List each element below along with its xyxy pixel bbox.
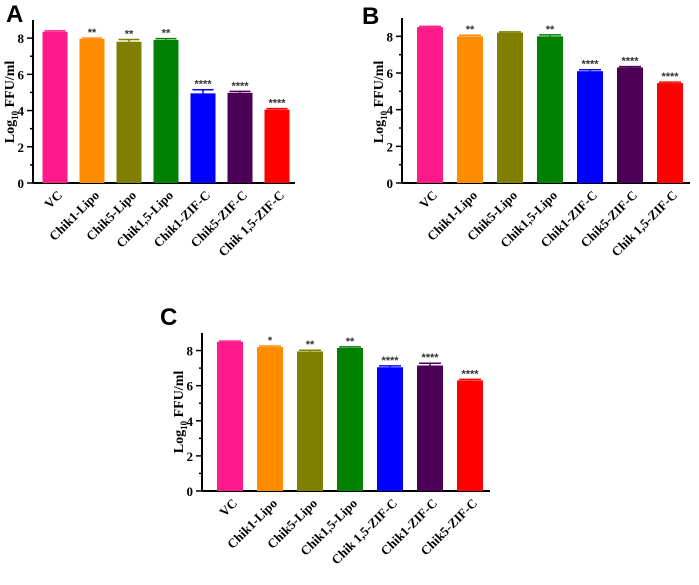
y-tick-label-a-2: 2: [18, 140, 25, 155]
significance-a-chik-1-5-zif-c: ****: [268, 98, 286, 110]
bar-a-chik1-zif-c: [190, 93, 216, 183]
bar-b-chik5-zif-c: [617, 67, 643, 183]
panel-letter-a: A: [6, 1, 23, 28]
bar-b-chik1-5-lipo: [537, 36, 563, 184]
significance-a-chik1-lipo: **: [88, 27, 97, 39]
category-label-b-vc: VC: [416, 188, 440, 212]
y-axis-label-main-c: Log: [172, 430, 187, 453]
bar-c-chik1-lipo: [257, 347, 283, 491]
y-tick-label-b-0: 0: [387, 176, 394, 191]
significance-c-chik5-zif-c: ****: [461, 368, 479, 380]
y-axis-label-main-a: Log: [3, 120, 18, 143]
y-axis-label-rest-a: FFU/ml: [3, 61, 18, 111]
y-tick-label-a-8: 8: [18, 31, 25, 46]
category-label-a-vc: VC: [41, 188, 65, 212]
significance-b-chik1-zif-c: ****: [581, 59, 599, 71]
significance-a-chik1-5-lipo: **: [162, 28, 171, 40]
y-axis-label-a: Log10 FFU/ml: [3, 61, 20, 144]
category-label-c-vc: VC: [216, 496, 240, 520]
bar-c-chik1-5-lipo: [337, 347, 363, 491]
y-tick-label-c-6: 6: [187, 379, 194, 394]
panel-letter-c: C: [160, 304, 177, 331]
bar-a-vc: [42, 31, 68, 184]
bar-a-chik5-zif-c: [227, 92, 253, 183]
significance-a-chik1-zif-c: ****: [194, 79, 212, 91]
y-axis-label-main-b: Log: [372, 120, 387, 143]
bar-a-chik5-lipo: [116, 41, 142, 183]
panel-letter-b: B: [362, 3, 379, 30]
y-tick-label-c-8: 8: [187, 344, 194, 359]
significance-b-chik1-5-lipo: **: [546, 24, 555, 36]
bar-a-chik1-lipo: [79, 39, 105, 184]
significance-b-chik5-zif-c: ****: [621, 56, 639, 68]
significance-c-chik1-lipo: *: [268, 335, 273, 347]
y-tick-label-a-0: 0: [18, 176, 25, 191]
y-tick-label-c-0: 0: [187, 484, 194, 499]
bar-c-chik1-zif-c: [417, 365, 443, 491]
y-tick-label-b-2: 2: [387, 139, 394, 154]
significance-a-chik5-zif-c: ****: [231, 80, 249, 92]
significance-c-chik1-zif-c: ****: [421, 352, 439, 364]
y-tick-label-b-8: 8: [387, 29, 394, 44]
significance-a-chik5-lipo: **: [125, 29, 134, 41]
bar-c-chik5-lipo: [297, 351, 323, 491]
bar-c-vc: [217, 341, 243, 491]
y-axis-label-rest-b: FFU/ml: [372, 61, 387, 111]
y-tick-label-a-4: 4: [18, 104, 25, 119]
bar-b-vc: [417, 27, 443, 183]
y-axis-label-rest-c: FFU/ml: [172, 371, 187, 421]
y-axis-label-sub-a: 10: [10, 110, 20, 120]
significance-c-chik5-lipo: **: [306, 339, 315, 351]
significance-b-chik-1-5-zif-c: ****: [661, 71, 679, 83]
y-axis-label-sub-c: 10: [179, 420, 189, 430]
bar-b-chik1-lipo: [457, 36, 483, 184]
significance-c-chik1-5-lipo: **: [346, 336, 355, 348]
bar-a-chik-1-5-zif-c: [264, 109, 290, 183]
bar-b-chik1-zif-c: [577, 71, 603, 183]
y-axis-label-b: Log10 FFU/ml: [372, 61, 389, 144]
y-tick-label-c-4: 4: [187, 414, 194, 429]
y-tick-label-c-2: 2: [187, 449, 194, 464]
y-tick-label-a-6: 6: [18, 67, 25, 82]
significance-c-chik-1-5-zif-c: ****: [381, 355, 399, 367]
y-tick-label-b-4: 4: [387, 103, 394, 118]
bar-a-chik1-5-lipo: [153, 39, 179, 183]
bar-b-chik-1-5-zif-c: [657, 83, 683, 183]
y-tick-label-b-6: 6: [387, 66, 394, 81]
category-label-a-chik-1-5-zif-c: Chik 1,5-ZIF-C: [215, 188, 287, 260]
significance-b-chik1-lipo: **: [466, 24, 475, 36]
bar-c-chik-1-5-zif-c: [377, 367, 403, 491]
bar-c-chik5-zif-c: [457, 380, 483, 491]
y-axis-label-sub-b: 10: [379, 110, 389, 120]
y-axis-label-c: Log10 FFU/ml: [172, 371, 189, 454]
bar-b-chik5-lipo: [497, 32, 523, 183]
